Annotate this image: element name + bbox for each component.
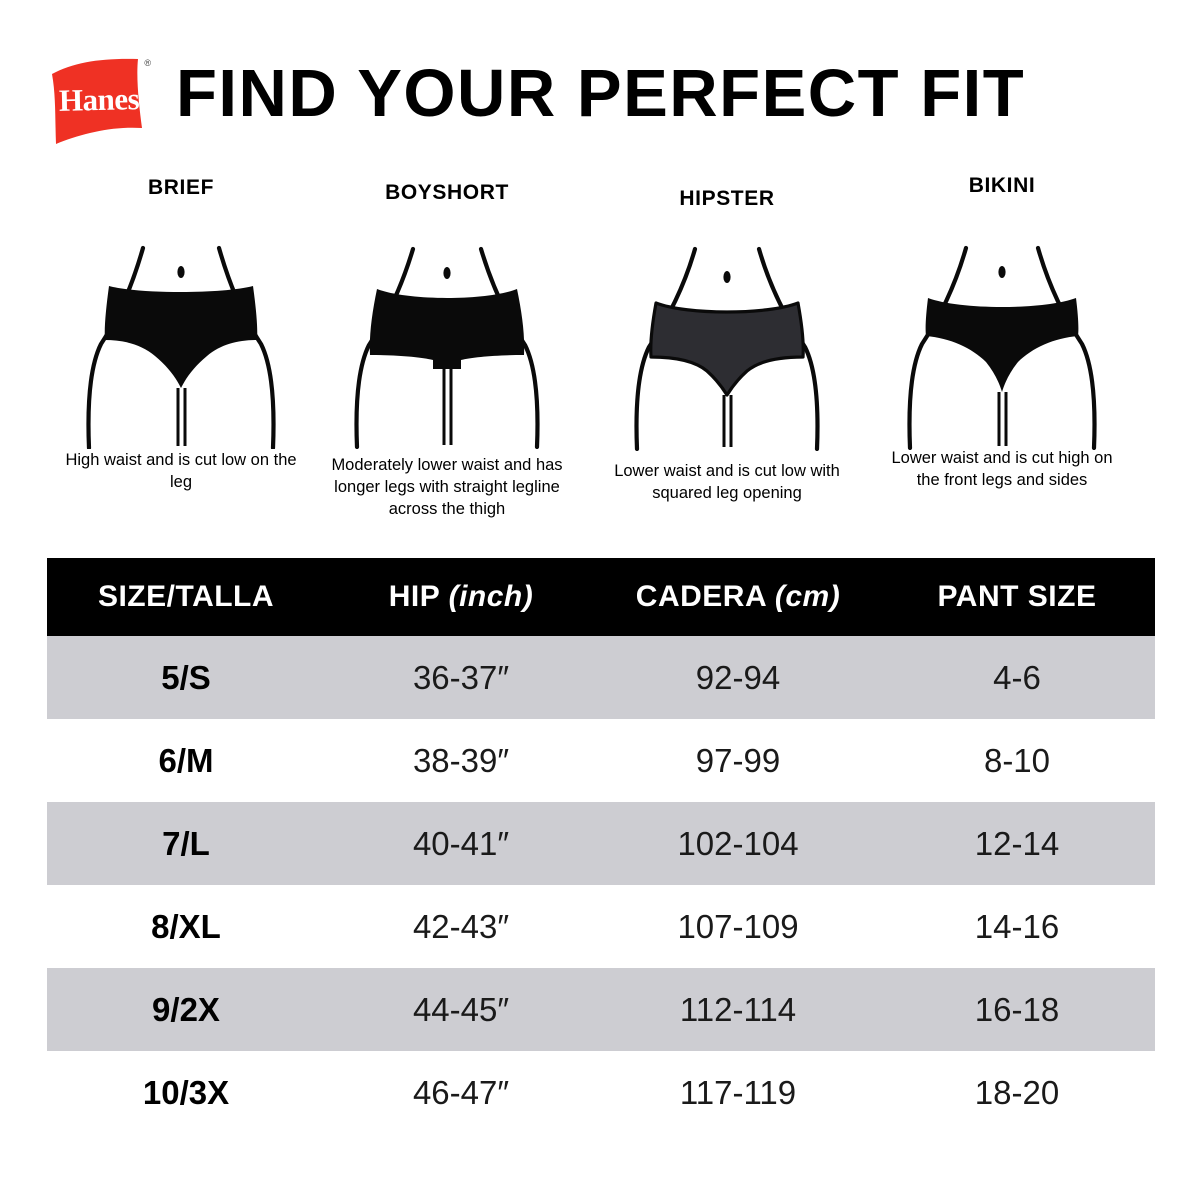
style-label-hipster: HIPSTER xyxy=(679,187,775,210)
column-header-cadera-label: CADERA xyxy=(635,580,767,613)
cell-cadera-cm: 112-114 xyxy=(679,990,797,1028)
cell-size: 5/S xyxy=(161,658,211,696)
table-header: SIZE/TALLA HIP (inch) CADERA (cm) PANT S… xyxy=(47,558,1155,636)
style-description-brief: High waist and is cut low on the leg xyxy=(65,451,297,491)
cell-pant-size: 14-16 xyxy=(974,907,1060,945)
cell-pant-size: 16-18 xyxy=(974,990,1060,1028)
table-row: 10/3X 46-47″ 117-119 18-20 xyxy=(47,1051,1155,1134)
column-header-hip-unit: (inch) xyxy=(448,580,534,613)
cell-pant-size: 12-14 xyxy=(974,824,1060,862)
style-column-bikini: BIKINI Lower waist and is cut high on th… xyxy=(862,174,1142,491)
logo-wordmark: Hanes xyxy=(58,81,140,118)
cell-size: 6/M xyxy=(158,741,214,779)
table-body: 5/S 36-37″ 92-94 4-6 6/M 38-39″ 97-99 8-… xyxy=(47,636,1155,1134)
cell-cadera-cm: 92-94 xyxy=(695,658,781,696)
cell-cadera-cm: 117-119 xyxy=(679,1073,797,1111)
cell-hip-inch: 44-45″ xyxy=(412,990,510,1028)
cell-pant-size: 18-20 xyxy=(974,1073,1060,1111)
cell-cadera-cm: 97-99 xyxy=(695,741,781,779)
page-header: Hanes ® FIND YOUR PERFECT FIT xyxy=(0,0,1200,160)
size-chart-table: SIZE/TALLA HIP (inch) CADERA (cm) PANT S… xyxy=(47,558,1155,1134)
cell-hip-inch: 36-37″ xyxy=(412,658,510,696)
column-header-size: SIZE/TALLA xyxy=(47,558,325,636)
table-row: 7/L 40-41″ 102-104 12-14 xyxy=(47,802,1155,885)
cell-hip-inch: 40-41″ xyxy=(412,824,510,862)
cell-pant-size: 4-6 xyxy=(993,658,1041,696)
cell-size: 9/2X xyxy=(152,990,220,1028)
style-label-boyshort: BOYSHORT xyxy=(385,181,509,204)
cell-size: 8/XL xyxy=(151,907,221,945)
table-header-row: SIZE/TALLA HIP (inch) CADERA (cm) PANT S… xyxy=(47,558,1155,636)
cell-hip-inch: 38-39″ xyxy=(412,741,510,779)
column-header-hip-label: HIP xyxy=(388,580,440,613)
boyshort-illustration xyxy=(307,209,587,454)
cell-cadera-cm: 107-109 xyxy=(677,907,799,945)
column-header-pant-size-label: PANT SIZE xyxy=(937,580,1097,613)
cell-cadera-cm: 102-104 xyxy=(677,824,799,862)
column-header-hip: HIP (inch) xyxy=(325,558,597,636)
style-column-brief: BRIEF High waist and is cut low on the l… xyxy=(41,176,321,493)
style-column-boyshort: BOYSHORT Moderately lower waist and has … xyxy=(307,181,587,520)
style-column-hipster: HIPSTER Lower waist and is cut low with … xyxy=(587,187,867,504)
cell-pant-size: 8-10 xyxy=(983,741,1051,779)
cell-hip-inch: 42-43″ xyxy=(412,907,510,945)
cell-size: 10/3X xyxy=(142,1073,230,1111)
column-header-cadera-unit: (cm) xyxy=(774,580,841,613)
style-description-boyshort: Moderately lower waist and has longer le… xyxy=(331,456,563,518)
table-row: 9/2X 44-45″ 112-114 16-18 xyxy=(47,968,1155,1051)
column-header-size-label: SIZE/TALLA xyxy=(97,580,275,613)
style-label-brief: BRIEF xyxy=(148,176,214,199)
column-header-cadera: CADERA (cm) xyxy=(597,558,879,636)
brief-illustration xyxy=(41,204,321,449)
table-row: 6/M 38-39″ 97-99 8-10 xyxy=(47,719,1155,802)
bikini-illustration xyxy=(862,202,1142,450)
table-row: 5/S 36-37″ 92-94 4-6 xyxy=(47,636,1155,719)
column-header-pant-size: PANT SIZE xyxy=(879,558,1155,636)
hanes-logo: Hanes ® xyxy=(46,56,151,150)
page-title: FIND YOUR PERFECT FIT xyxy=(176,56,1026,131)
cell-hip-inch: 46-47″ xyxy=(412,1073,510,1111)
style-description-bikini: Lower waist and is cut high on the front… xyxy=(891,449,1113,489)
style-description-hipster: Lower waist and is cut low with squared … xyxy=(614,462,840,502)
hipster-illustration xyxy=(587,215,867,460)
registered-trademark-icon: ® xyxy=(144,58,151,68)
style-label-bikini: BIKINI xyxy=(968,174,1036,197)
logo-flag-shape xyxy=(52,58,142,144)
table-row: 8/XL 42-43″ 107-109 14-16 xyxy=(47,885,1155,968)
cell-size: 7/L xyxy=(162,824,210,862)
